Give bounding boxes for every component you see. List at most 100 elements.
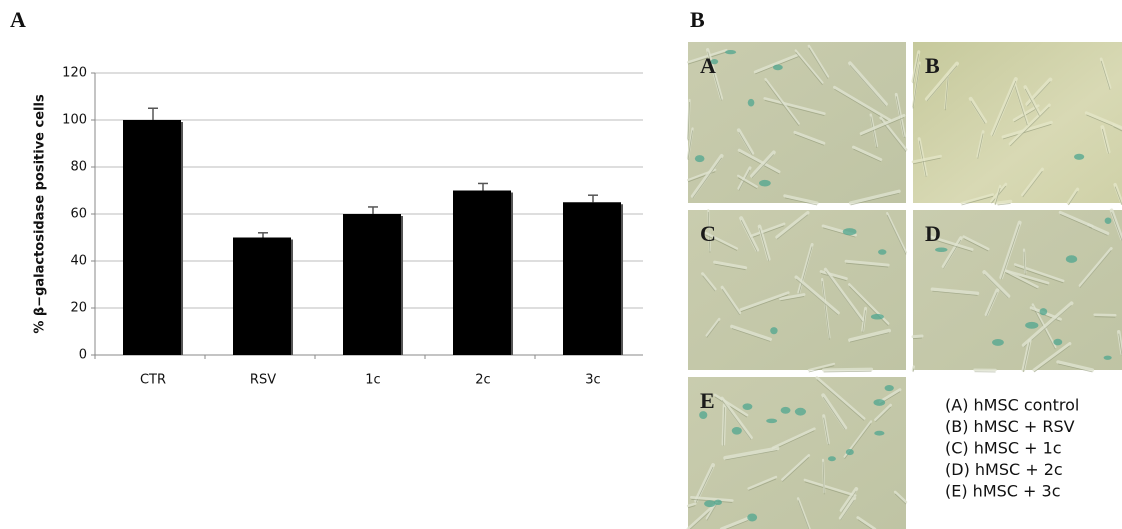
cell-edge (714, 263, 746, 271)
cell (886, 212, 908, 254)
cell (705, 317, 721, 337)
cell (1113, 182, 1122, 205)
cell (713, 260, 748, 270)
cell-edge (944, 76, 949, 111)
cell (1093, 313, 1117, 317)
stain (1104, 217, 1112, 224)
cell-edge (1013, 107, 1039, 123)
y-tick-label: 120 (62, 66, 87, 81)
cell (874, 403, 892, 422)
cell (962, 235, 990, 251)
stain (874, 430, 885, 436)
cell-edge (1000, 224, 1021, 280)
cell-edge (1101, 128, 1109, 154)
stain (731, 426, 742, 435)
stain (770, 327, 778, 335)
bar (233, 237, 291, 355)
cell (926, 234, 974, 251)
cell-edge (1088, 226, 1108, 236)
cell-edge (776, 214, 809, 240)
cell-edge (886, 214, 907, 255)
cell (1032, 342, 1072, 372)
cell-edge (795, 52, 823, 85)
cell-edge (808, 47, 829, 79)
cell (999, 220, 1022, 280)
stain (1039, 308, 1048, 316)
cell (757, 224, 771, 261)
cell (701, 272, 717, 291)
cell (1023, 85, 1042, 116)
cell (848, 61, 888, 107)
legend-item: (C) hMSC + 1c (945, 439, 1062, 458)
legend-item: (E) hMSC + 3c (945, 482, 1061, 501)
cell (1112, 123, 1122, 131)
cell-edge (821, 280, 830, 340)
cell (779, 293, 806, 301)
cell (859, 113, 906, 136)
cell-edge (994, 187, 1001, 206)
stain (870, 313, 884, 320)
cell-edge (849, 332, 890, 343)
x-tick-label: 2c (475, 373, 490, 388)
cell-edge (722, 407, 725, 446)
cell (833, 85, 892, 122)
cell-edge (992, 80, 1017, 137)
cell (844, 259, 890, 267)
cell (720, 396, 753, 440)
cell-edge (1094, 316, 1116, 318)
cell (821, 393, 848, 430)
cell-edge (849, 286, 889, 326)
cell (1100, 125, 1111, 154)
cell-edge (1118, 333, 1122, 356)
cell-edge (932, 290, 978, 296)
cell-edge (1033, 345, 1071, 373)
cell (739, 291, 790, 311)
cell (911, 334, 924, 339)
cell (793, 130, 826, 145)
cell (739, 216, 760, 252)
cell-edge (825, 271, 863, 323)
cell (706, 48, 724, 101)
cell (797, 242, 814, 294)
cell-edge (823, 370, 872, 373)
stain (794, 407, 807, 416)
y-tick-label: 60 (70, 207, 87, 222)
cell-edge (808, 365, 835, 373)
cell-edge (850, 192, 900, 206)
stain (845, 448, 854, 456)
cell-edge (1023, 342, 1031, 373)
stain (694, 155, 705, 163)
cell (807, 44, 830, 78)
stain (714, 499, 722, 506)
cell-edge (822, 461, 825, 495)
cell (686, 48, 728, 64)
cell-edge (841, 490, 857, 513)
cell-edge (687, 51, 727, 65)
cell (781, 454, 811, 481)
cell (794, 275, 840, 315)
y-tick-label: 20 (70, 301, 87, 316)
stain (704, 500, 716, 508)
cell (1058, 210, 1094, 228)
cell (838, 496, 857, 520)
y-tick-label: 0 (79, 348, 87, 363)
cell-edge (861, 117, 905, 136)
cell-edge (794, 133, 825, 146)
cell-edge (1114, 186, 1122, 206)
cell-edge (840, 499, 855, 521)
cell (730, 324, 772, 342)
stain (992, 339, 1004, 346)
cell (930, 287, 980, 296)
cell-edge (705, 234, 738, 251)
cell-edge (765, 80, 800, 126)
cell (815, 376, 866, 420)
cell-edge (822, 396, 846, 431)
cell-edge (748, 478, 777, 491)
x-tick-label: RSV (250, 373, 276, 388)
panel-label: B (690, 7, 705, 32)
stain (1074, 153, 1085, 160)
cell (807, 362, 836, 372)
cell (719, 516, 750, 529)
cell-edge (725, 520, 749, 529)
